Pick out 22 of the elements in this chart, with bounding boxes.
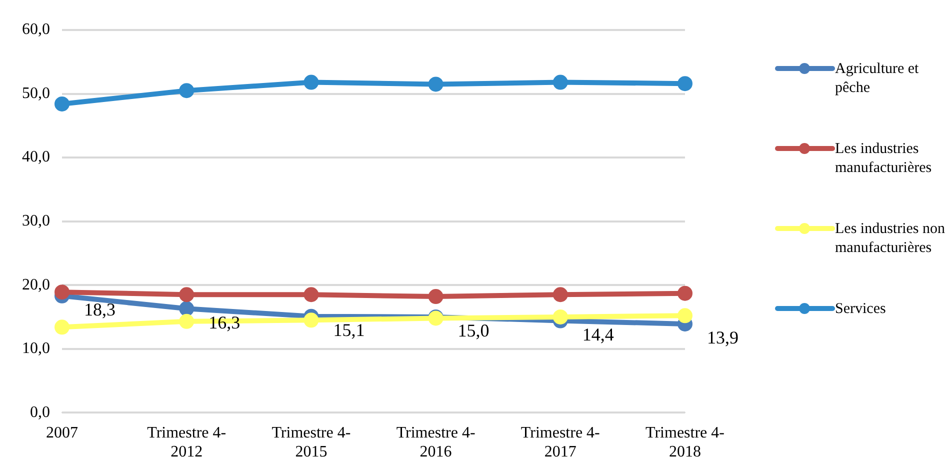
data-label: 13,9 — [707, 328, 738, 348]
y-tick-label: 40,0 — [22, 148, 50, 166]
y-tick-label: 50,0 — [22, 84, 50, 102]
data-label: 14,4 — [582, 324, 614, 345]
legend-label: Services — [835, 300, 887, 319]
y-tick-label: 20,0 — [22, 276, 50, 294]
y-tick-label: 60,0 — [22, 21, 50, 38]
legend-label: Les industries non manufacturières — [835, 220, 946, 258]
data-label: 15,0 — [458, 320, 490, 341]
x-tick-label: 2007 — [46, 424, 78, 442]
x-tick-label: Trimestre 4- 2012 — [147, 424, 226, 461]
y-tick-label: 10,0 — [22, 340, 50, 358]
x-tick-label: Trimestre 4- 2018 — [646, 424, 724, 461]
legend-label: Les industries manufacturières — [835, 140, 933, 178]
y-tick-label: 30,0 — [22, 212, 50, 230]
x-tick-label: Trimestre 4- 2016 — [396, 424, 476, 461]
x-tick-label: Trimestre 4- 2017 — [520, 424, 600, 461]
data-label: 15,1 — [333, 320, 365, 340]
y-tick-label: 0,0 — [30, 404, 50, 421]
legend-label: Agriculture et pêche — [835, 60, 920, 98]
x-tick-label: Trimestre 4- 2015 — [272, 424, 351, 461]
data-label: 18,3 — [84, 300, 116, 320]
